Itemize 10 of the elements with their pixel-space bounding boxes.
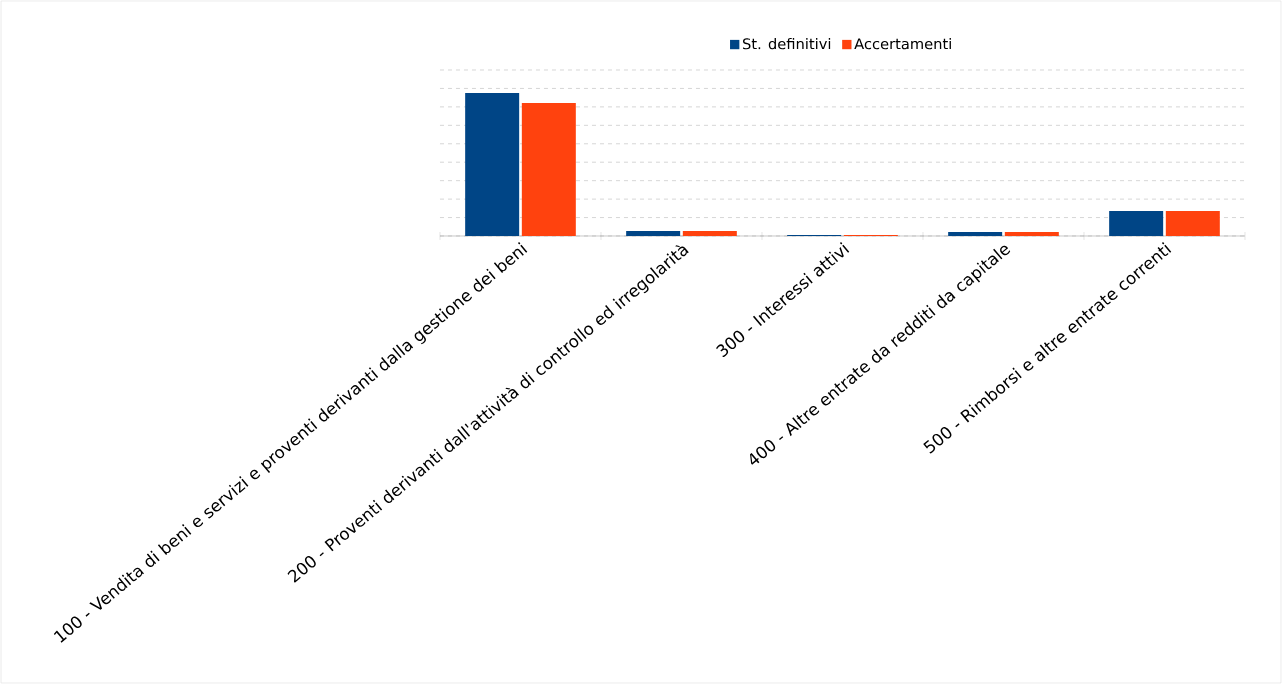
- bar: [1165, 210, 1220, 236]
- bar: [465, 92, 520, 236]
- legend-label: St. definitivi: [742, 37, 831, 50]
- bar: [1109, 210, 1164, 236]
- bar: [948, 231, 1003, 236]
- bar: [521, 102, 576, 236]
- legend-label: Accertamenti: [854, 37, 951, 50]
- bar: [626, 230, 681, 236]
- bar: [682, 230, 737, 236]
- bar: [1004, 231, 1059, 236]
